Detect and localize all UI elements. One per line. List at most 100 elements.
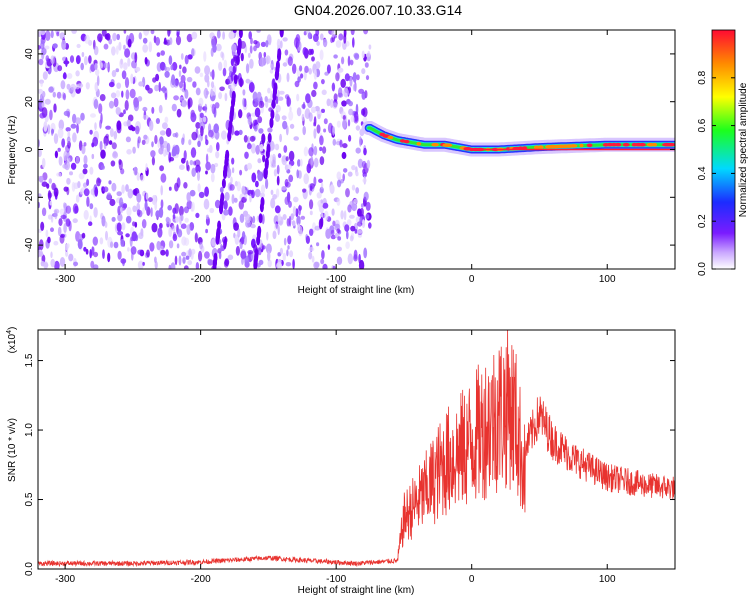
noise-blob: [331, 208, 335, 216]
noise-blob: [365, 201, 371, 211]
noise-blob: [256, 30, 261, 33]
noise-blob: [216, 30, 221, 39]
noise-blob: [330, 229, 335, 236]
noise-blob: [248, 52, 251, 58]
noise-blob: [125, 136, 131, 143]
noise-blob: [103, 143, 107, 150]
noise-blob: [127, 114, 134, 122]
noise-blob: [219, 86, 225, 92]
noise-blob: [321, 250, 325, 260]
noise-blob: [322, 38, 328, 48]
noise-blob: [194, 232, 198, 243]
noise-blob: [159, 222, 163, 229]
noise-blob: [296, 107, 302, 117]
noise-blob: [83, 163, 88, 169]
noise-blob: [349, 235, 354, 242]
noise-blob: [231, 167, 235, 174]
noise-blob: [319, 146, 323, 152]
noise-blob: [204, 65, 211, 76]
x-tick-label: 100: [599, 574, 616, 585]
noise-blob: [244, 255, 250, 267]
noise-blob: [65, 243, 69, 251]
noise-blob: [148, 197, 153, 203]
noise-blob: [362, 178, 367, 183]
noise-blob: [99, 36, 102, 43]
noise-blob: [309, 199, 314, 210]
noise-blob: [186, 224, 191, 236]
noise-blob: [179, 64, 182, 70]
noise-blob: [178, 205, 184, 217]
noise-blob: [44, 45, 50, 50]
noise-blob: [298, 170, 302, 179]
noise-blob: [99, 140, 103, 151]
noise-blob: [264, 96, 268, 102]
noise-blob: [137, 96, 143, 102]
noise-blob: [351, 184, 356, 191]
noise-blob: [204, 74, 210, 83]
noise-blob: [198, 97, 204, 107]
noise-blob: [347, 204, 352, 213]
noise-blob: [205, 228, 209, 234]
noise-blob: [141, 191, 145, 197]
noise-blob: [132, 221, 136, 227]
noise-blob: [354, 53, 360, 60]
noise-blob: [277, 153, 282, 159]
noise-blob: [319, 135, 324, 146]
noise-blob: [142, 261, 145, 266]
noise-blob: [278, 220, 283, 225]
noise-blob: [258, 100, 265, 108]
noise-blob: [86, 196, 90, 207]
noise-blob: [89, 129, 93, 135]
noise-blob: [366, 53, 370, 58]
noise-blob: [132, 146, 136, 154]
noise-blob: [116, 82, 122, 89]
noise-blob: [228, 31, 235, 40]
noise-blob: [347, 55, 351, 67]
noise-blob: [115, 68, 120, 73]
noise-blob: [38, 58, 44, 66]
noise-blob: [249, 45, 253, 54]
noise-blob: [327, 244, 331, 250]
noise-blob: [203, 51, 207, 62]
noise-blob: [83, 246, 87, 252]
noise-blob: [123, 44, 126, 50]
noise-blob: [252, 215, 256, 224]
noise-blob: [195, 212, 200, 218]
noise-blob: [135, 125, 140, 135]
noise-blob: [363, 147, 367, 156]
noise-blob: [169, 37, 173, 45]
noise-blob: [340, 210, 344, 220]
noise-blob: [134, 52, 138, 63]
noise-blob: [336, 246, 342, 252]
noise-blob: [321, 89, 327, 96]
noise-blob: [288, 110, 294, 121]
noise-blob: [349, 214, 355, 219]
noise-blob: [142, 114, 149, 120]
x-tick-label: -300: [55, 574, 75, 585]
noise-streak: [216, 230, 220, 241]
noise-blob: [66, 83, 71, 90]
noise-blob: [88, 55, 92, 64]
noise-blob: [77, 181, 81, 189]
noise-blob: [188, 139, 192, 146]
noise-blob: [270, 197, 276, 209]
noise-blob: [253, 125, 258, 132]
noise-blob: [282, 214, 287, 220]
noise-blob: [249, 193, 252, 203]
snr-x-label: Height of straight line (km): [298, 585, 415, 596]
noise-blob: [267, 259, 272, 268]
noise-blob: [313, 157, 319, 168]
noise-blob: [314, 225, 321, 231]
noise-blob: [342, 173, 346, 182]
noise-blob: [171, 150, 176, 157]
noise-blob: [123, 30, 127, 34]
noise-blob: [343, 168, 348, 173]
noise-blob: [107, 252, 111, 263]
noise-blob: [165, 249, 169, 257]
noise-blob: [293, 136, 300, 141]
noise-blob: [210, 81, 215, 89]
noise-blob: [231, 157, 235, 165]
noise-blob: [120, 258, 127, 264]
noise-blob: [137, 260, 144, 269]
noise-blob: [245, 78, 251, 84]
